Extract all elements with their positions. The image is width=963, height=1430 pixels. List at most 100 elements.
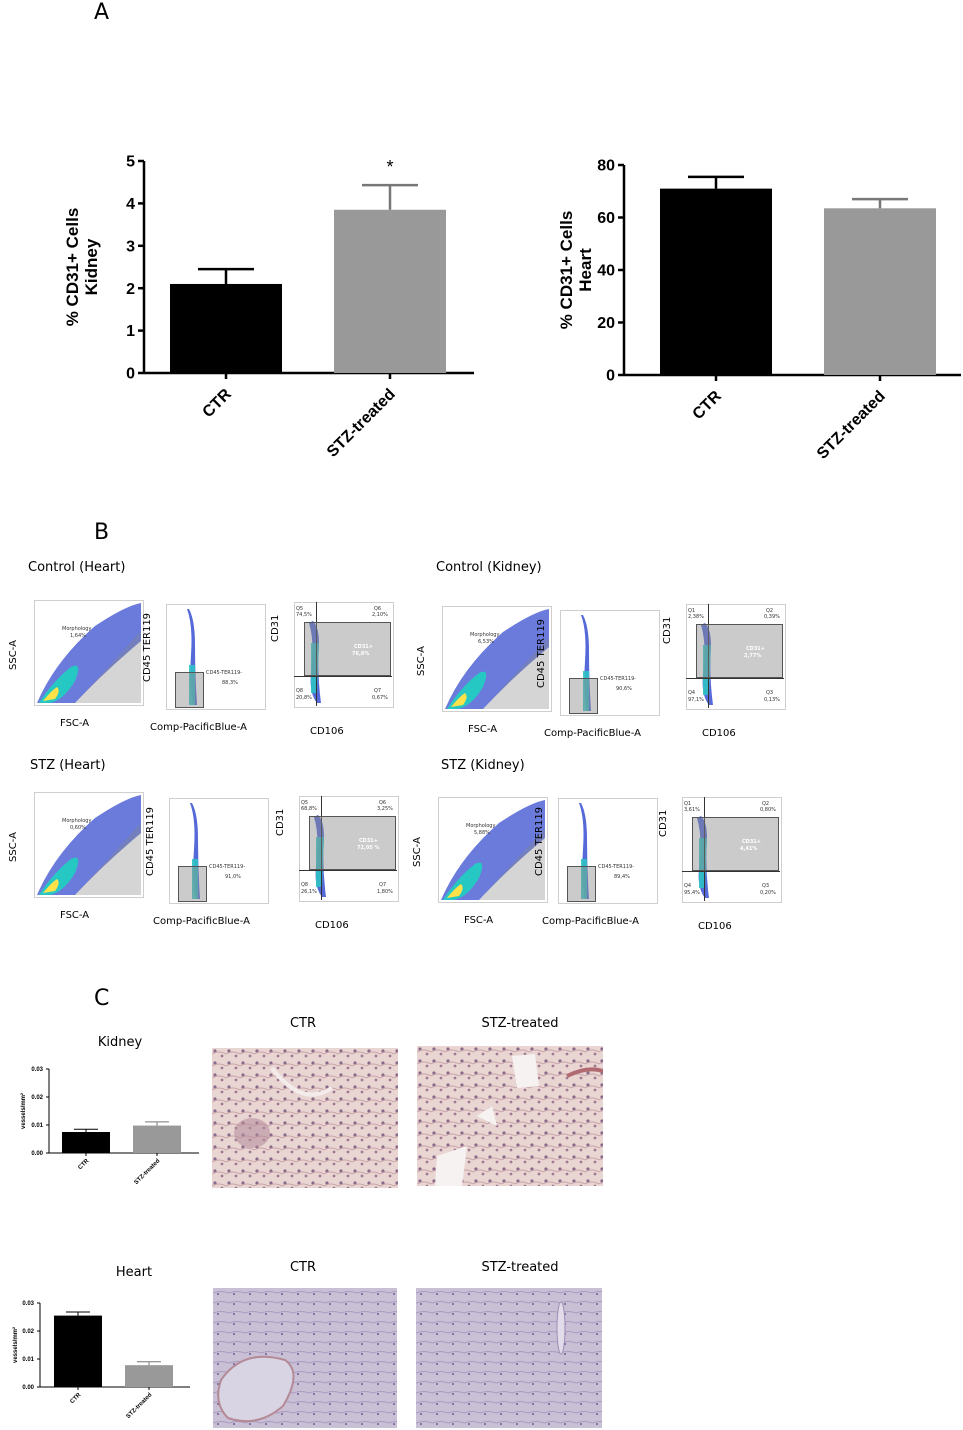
gate-label: Morphology xyxy=(62,818,92,824)
cd31-gate-value: 4,41% xyxy=(740,846,758,852)
y-axis-label: % CD31+ Cells xyxy=(63,208,82,327)
pacific-blue-axis-label: Comp-PacificBlue-A xyxy=(544,728,641,739)
quadrant-divider-vertical xyxy=(704,797,705,901)
y-tick-label: 0 xyxy=(606,368,615,385)
y-tick-label: 5 xyxy=(126,154,135,171)
category-label: STZ-treated xyxy=(814,388,889,463)
quadrant-divider-vertical xyxy=(708,604,709,708)
quadrant-q-upper-right: Q6 xyxy=(374,606,382,612)
ssc-axis-label: SSC-A xyxy=(416,646,427,676)
cd31-gate xyxy=(309,816,396,870)
bar-stz-treated xyxy=(133,1125,181,1153)
quadrant-q-upper-right: Q2 xyxy=(766,608,774,614)
gate-label: CD45-TER119- xyxy=(598,864,635,870)
quadrant-q-upper-right: Q6 xyxy=(379,800,387,806)
category-label: CTR xyxy=(200,385,236,421)
histology-heart-ctr-image xyxy=(213,1288,397,1428)
gate-value: 0,60% xyxy=(70,825,86,831)
histology-kidney-ctr-image xyxy=(212,1048,398,1188)
quadrant-q-lower-left-value: 20,8% xyxy=(296,695,312,701)
y-tick-label: 0.01 xyxy=(31,1123,43,1129)
scatter-cloud xyxy=(187,609,197,705)
histology-kidney-stz-image xyxy=(417,1046,603,1186)
histology-kidney-ctr-title: CTR xyxy=(289,1016,317,1031)
significance-marker: * xyxy=(386,157,393,177)
category-label: CTR xyxy=(690,387,726,423)
panel-label-c: C xyxy=(94,986,110,1011)
y-tick-label: 0.00 xyxy=(31,1151,43,1157)
cd31-gate-value: 76,6% xyxy=(352,651,370,657)
fsc-axis-label: FSC-A xyxy=(468,724,498,735)
cd106-axis-label: CD106 xyxy=(698,921,732,932)
pacific-blue-axis-label: Comp-PacificBlue-A xyxy=(153,916,250,927)
quadrant-q-upper-right: Q2 xyxy=(762,801,770,807)
quadrant-q-lower-left: Q4 xyxy=(684,883,692,889)
y-axis-label: % CD31+ Cells xyxy=(557,211,576,330)
histology-heart-stz-image xyxy=(416,1288,602,1428)
y-tick-label: 80 xyxy=(597,158,615,175)
cd45-ter119-axis-label: CD45 TER119 xyxy=(145,806,156,876)
kidney-vessels-bar-chart: 0.00 0.01 0.02 0.03 CTR STZ-treated vessels/mm… xyxy=(20,1067,199,1186)
pacific-blue-axis-label: Comp-PacificBlue-A xyxy=(542,916,639,927)
cd45-ter119-axis-label: CD45 TER119 xyxy=(142,612,153,682)
fsc-ssc-plot xyxy=(34,792,144,898)
heart-cd31-bar-chart: 0 20 40 60 80 CTR STZ-treated % CD31+ Cells Hear… xyxy=(557,158,961,463)
flow-group-title: STZ (Kidney) xyxy=(441,758,525,773)
y-tick-label: 60 xyxy=(597,210,615,227)
flow-group-title: STZ (Heart) xyxy=(30,758,106,773)
quadrant-q-upper-left-value: 74,5% xyxy=(296,612,312,618)
fsc-ssc-plot xyxy=(438,797,548,903)
quadrant-q-lower-left-value: 26,1% xyxy=(301,889,317,895)
lineage-gate xyxy=(178,866,207,902)
cd31-axis-label: CD31 xyxy=(275,808,286,836)
gate-label: Morphology xyxy=(466,823,496,829)
cd31-cd106-plot xyxy=(682,797,782,903)
flow-group-title: Control (Heart) xyxy=(28,560,126,575)
quadrant-q-lower-right: Q3 xyxy=(766,690,774,696)
quadrant-q-upper-left: Q5 xyxy=(301,800,309,806)
panel-label-b: B xyxy=(94,520,110,545)
quadrant-divider-horizontal xyxy=(682,871,780,872)
quadrant-q-lower-right: Q7 xyxy=(379,882,387,888)
quadrant-q-lower-right-value: 1,80% xyxy=(377,889,393,895)
gate-value: 89,4% xyxy=(614,874,630,880)
cd31-gate-label: CD31+ xyxy=(359,838,378,844)
category-label: STZ-treated xyxy=(324,386,399,461)
histology-kidney-stz-title: STZ-treated xyxy=(481,1016,559,1031)
quadrant-q-upper-left: Q1 xyxy=(684,801,692,807)
gate-value: 90,6% xyxy=(616,686,632,692)
cd31-gate-label: CD31+ xyxy=(742,839,761,845)
y-axis-label: vessels/mm² xyxy=(20,1093,27,1129)
quadrant-q-lower-left-value: 97,1% xyxy=(688,697,704,703)
lineage-gate xyxy=(567,866,596,902)
scatter-cloud xyxy=(697,816,709,898)
cd31-gate-value: 2,77% xyxy=(744,653,762,659)
y-axis-label: Kidney xyxy=(82,238,101,295)
gate-value: 1,64% xyxy=(70,633,86,639)
y-tick-label: 2 xyxy=(126,281,135,298)
quadrant-q-upper-right-value: 0,39% xyxy=(764,614,780,620)
y-tick-label: 0.03 xyxy=(31,1067,43,1073)
cd31-cd106-plot xyxy=(686,604,786,710)
panel-label-a: A xyxy=(94,0,110,25)
scatter-cloud xyxy=(441,800,545,900)
y-tick-label: 0.02 xyxy=(31,1095,43,1101)
pacific-blue-axis-label: Comp-PacificBlue-A xyxy=(150,722,247,733)
cd31-cd106-plot xyxy=(294,602,394,708)
quadrant-q-upper-right-value: 3,25% xyxy=(377,806,393,812)
cd31-gate-label: CD31+ xyxy=(746,646,765,652)
scatter-cloud xyxy=(701,623,713,705)
y-tick-label: 0 xyxy=(126,366,135,383)
y-tick-label: 0.02 xyxy=(22,1329,34,1335)
cd106-axis-label: CD106 xyxy=(310,726,344,737)
scatter-cloud xyxy=(309,621,321,703)
fsc-ssc-plot xyxy=(34,600,144,706)
quadrant-q-lower-left: Q8 xyxy=(301,882,309,888)
quadrant-q-upper-left: Q1 xyxy=(688,608,696,614)
ssc-axis-label: SSC-A xyxy=(8,640,19,670)
cd31-gate xyxy=(692,817,779,871)
quadrant-q-upper-right-value: 2,10% xyxy=(372,612,388,618)
cd31-axis-label: CD31 xyxy=(662,616,673,644)
cd31-gate-label: CD31+ xyxy=(354,644,373,650)
histology-heart-stz-title: STZ-treated xyxy=(481,1260,559,1275)
